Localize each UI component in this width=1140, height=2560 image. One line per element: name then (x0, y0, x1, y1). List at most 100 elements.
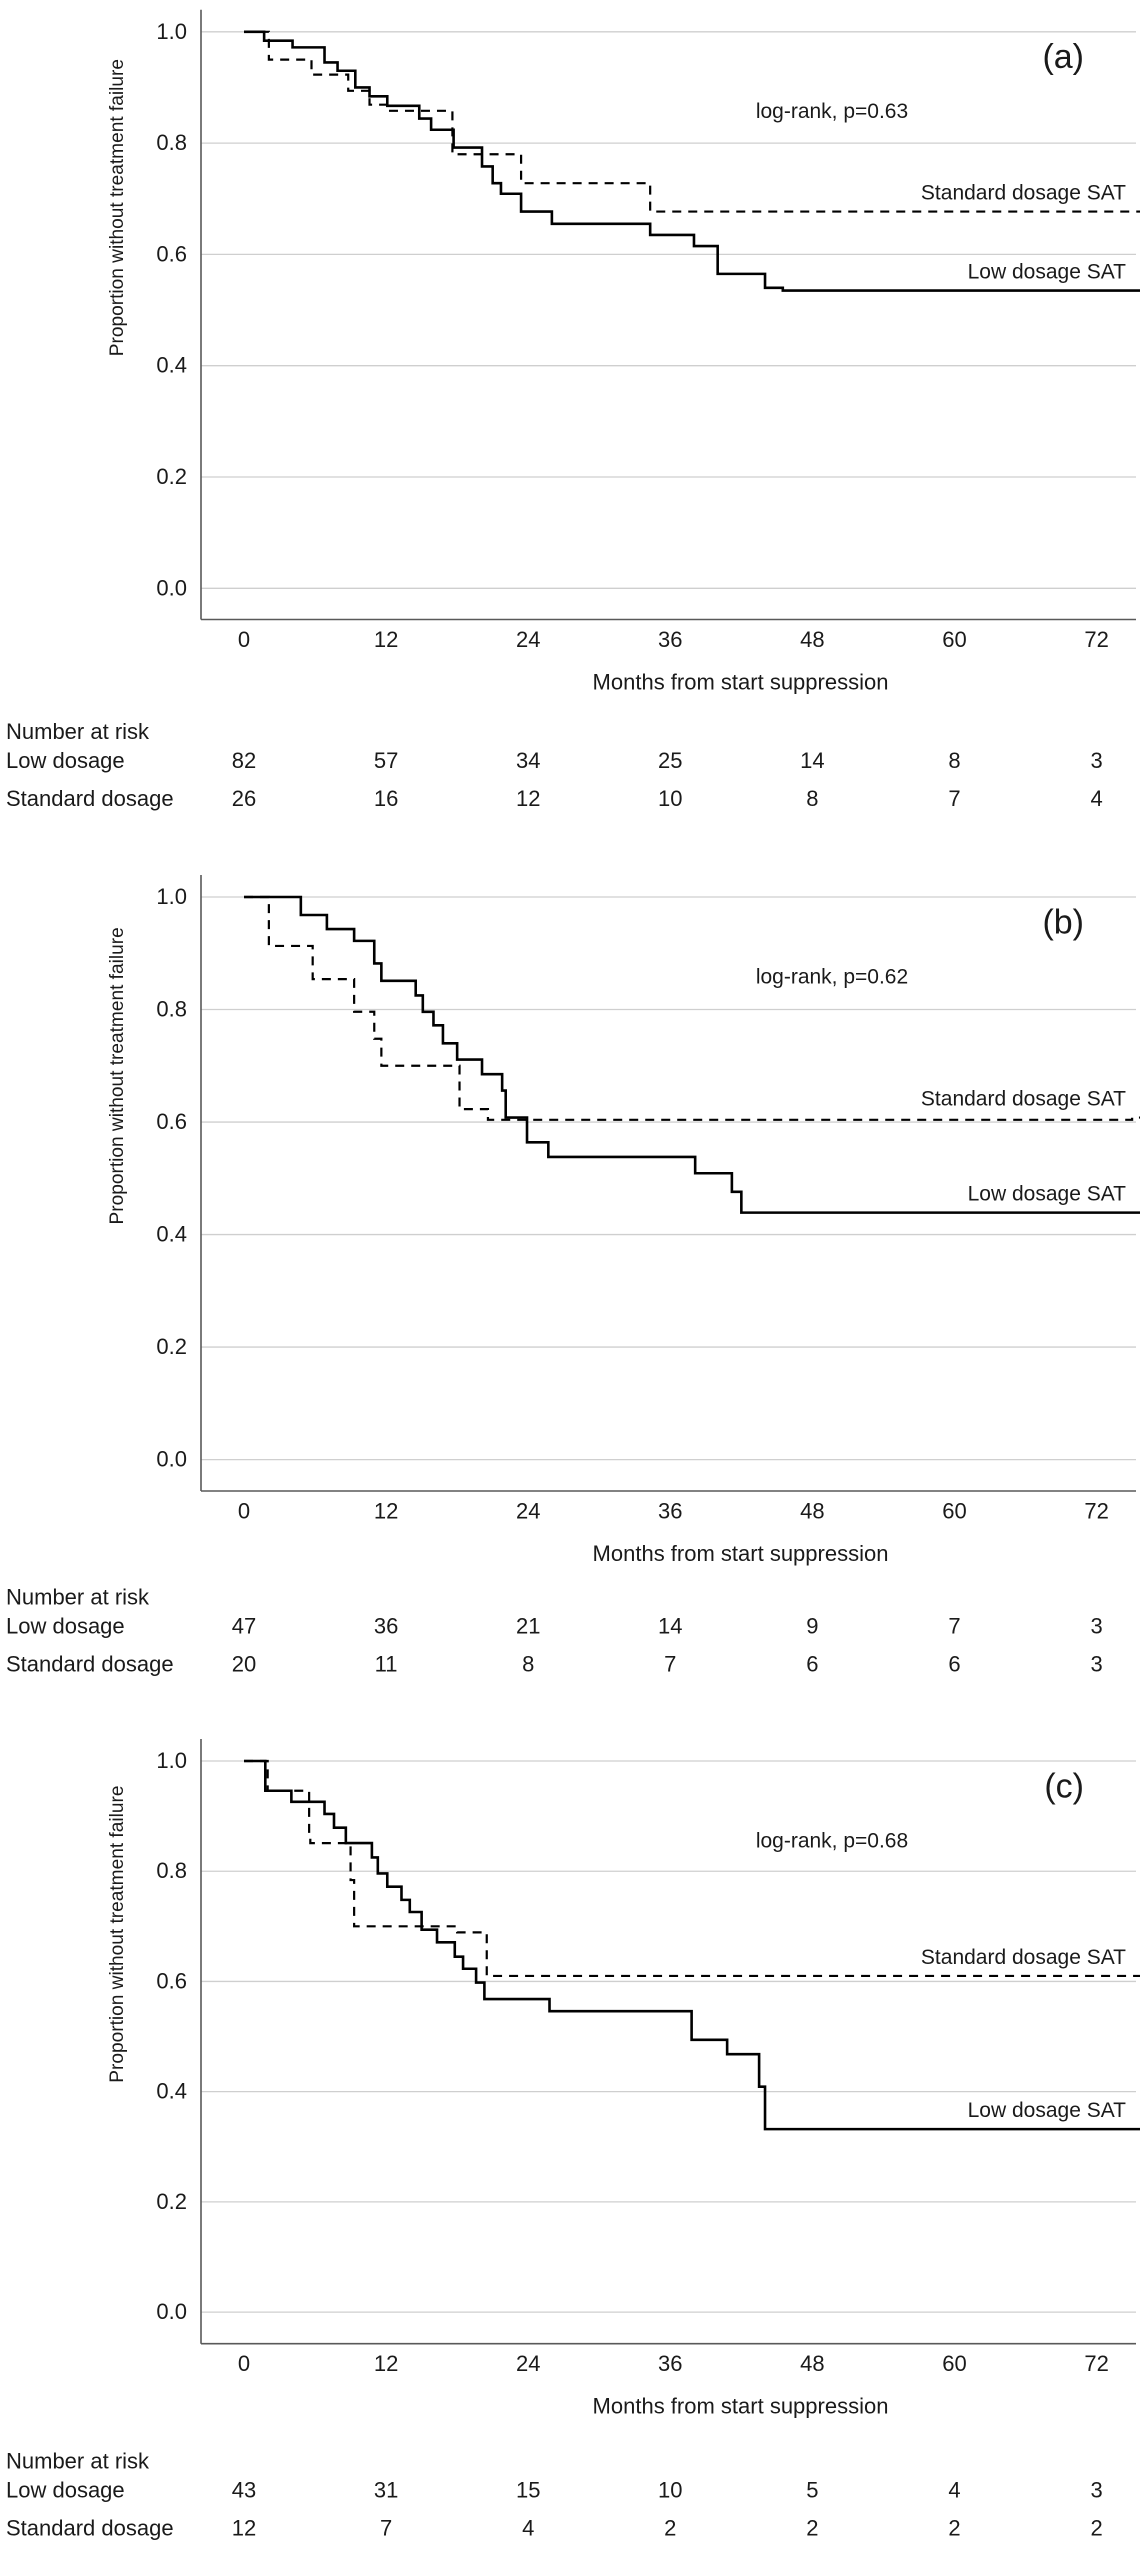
svg-text:10: 10 (658, 786, 682, 811)
svg-text:9: 9 (806, 1614, 818, 1639)
svg-text:0.2: 0.2 (156, 464, 187, 489)
svg-text:Proportion without treatment f: Proportion without treatment failure (107, 59, 128, 356)
svg-text:25: 25 (658, 748, 682, 773)
svg-text:Standard dosage: Standard dosage (6, 2516, 174, 2541)
svg-text:8: 8 (806, 786, 818, 811)
svg-text:0.4: 0.4 (156, 2079, 187, 2104)
svg-text:0: 0 (238, 1499, 250, 1524)
svg-text:14: 14 (658, 1614, 682, 1639)
svg-text:0.0: 0.0 (156, 575, 187, 600)
svg-text:0.6: 0.6 (156, 1109, 187, 1134)
svg-text:57: 57 (374, 748, 398, 773)
svg-text:2: 2 (806, 2516, 818, 2541)
svg-text:48: 48 (800, 627, 824, 652)
svg-text:0.2: 0.2 (156, 2189, 187, 2214)
svg-text:Low dosage: Low dosage (6, 2478, 125, 2503)
svg-text:4: 4 (948, 2478, 960, 2503)
svg-text:(c): (c) (1044, 1768, 1084, 1806)
svg-text:0.8: 0.8 (156, 997, 187, 1022)
svg-text:(a): (a) (1042, 38, 1084, 76)
svg-text:10: 10 (658, 2478, 682, 2503)
svg-text:48: 48 (800, 2351, 824, 2376)
svg-text:Number at risk: Number at risk (6, 1585, 150, 1610)
svg-text:31: 31 (374, 2478, 398, 2503)
svg-text:Number at risk: Number at risk (6, 719, 150, 744)
svg-text:Months from start suppression: Months from start suppression (593, 2394, 889, 2419)
svg-text:48: 48 (800, 1499, 824, 1524)
svg-text:0.8: 0.8 (156, 130, 187, 155)
svg-text:15: 15 (516, 2478, 540, 2503)
svg-text:(b): (b) (1042, 904, 1084, 942)
svg-text:1.0: 1.0 (156, 19, 187, 44)
svg-text:3: 3 (1090, 748, 1102, 773)
svg-text:Number at risk: Number at risk (6, 2449, 150, 2474)
svg-text:Low dosage SAT: Low dosage SAT (968, 1183, 1127, 1206)
svg-text:Proportion without treatment f: Proportion without treatment failure (107, 927, 128, 1224)
svg-text:12: 12 (374, 2351, 398, 2376)
svg-text:3: 3 (1090, 2478, 1102, 2503)
svg-text:0: 0 (238, 2351, 250, 2376)
svg-text:1.0: 1.0 (156, 1748, 187, 1773)
svg-text:34: 34 (516, 748, 540, 773)
svg-text:60: 60 (942, 2351, 966, 2376)
svg-text:3: 3 (1090, 1652, 1102, 1677)
svg-text:0.4: 0.4 (156, 353, 187, 378)
svg-text:Months from start suppression: Months from start suppression (593, 1541, 889, 1566)
svg-text:0.0: 0.0 (156, 1447, 187, 1472)
svg-text:Low dosage SAT: Low dosage SAT (968, 261, 1127, 284)
svg-text:6: 6 (948, 1652, 960, 1677)
svg-text:60: 60 (942, 627, 966, 652)
svg-text:0.0: 0.0 (156, 2299, 187, 2324)
svg-text:2: 2 (1090, 2516, 1102, 2541)
svg-text:36: 36 (658, 627, 682, 652)
svg-text:26: 26 (232, 786, 256, 811)
svg-text:36: 36 (658, 2351, 682, 2376)
svg-text:21: 21 (516, 1614, 540, 1639)
svg-text:Standard dosage SAT: Standard dosage SAT (921, 1946, 1126, 1969)
svg-text:0.8: 0.8 (156, 1858, 187, 1883)
svg-text:12: 12 (232, 2516, 256, 2541)
svg-text:1.0: 1.0 (156, 884, 187, 909)
svg-text:Low dosage: Low dosage (6, 748, 125, 773)
svg-text:Standard dosage: Standard dosage (6, 1652, 174, 1677)
svg-text:2: 2 (664, 2516, 676, 2541)
svg-text:Proportion without treatment f: Proportion without treatment failure (107, 1786, 128, 2083)
svg-text:6: 6 (806, 1652, 818, 1677)
svg-text:4: 4 (1090, 786, 1102, 811)
svg-text:7: 7 (948, 1614, 960, 1639)
svg-text:Low dosage: Low dosage (6, 1614, 125, 1639)
svg-text:12: 12 (516, 786, 540, 811)
svg-text:14: 14 (800, 748, 824, 773)
svg-text:0: 0 (238, 627, 250, 652)
svg-text:log-rank, p=0.68: log-rank, p=0.68 (756, 1830, 908, 1853)
svg-text:24: 24 (516, 2351, 540, 2376)
svg-text:12: 12 (374, 1499, 398, 1524)
svg-text:8: 8 (948, 748, 960, 773)
svg-text:Standard dosage SAT: Standard dosage SAT (921, 1088, 1126, 1111)
svg-text:0.2: 0.2 (156, 1334, 187, 1359)
svg-text:24: 24 (516, 1499, 540, 1524)
svg-text:4: 4 (522, 2516, 534, 2541)
svg-text:0.4: 0.4 (156, 1222, 187, 1247)
svg-text:Standard dosage: Standard dosage (6, 786, 174, 811)
svg-text:36: 36 (374, 1614, 398, 1639)
svg-text:2: 2 (948, 2516, 960, 2541)
svg-text:36: 36 (658, 1499, 682, 1524)
svg-text:Standard dosage SAT: Standard dosage SAT (921, 182, 1126, 205)
svg-text:82: 82 (232, 748, 256, 773)
svg-text:16: 16 (374, 786, 398, 811)
svg-text:11: 11 (375, 1652, 398, 1677)
svg-text:5: 5 (806, 2478, 818, 2503)
svg-text:60: 60 (942, 1499, 966, 1524)
svg-text:7: 7 (664, 1652, 676, 1677)
svg-text:72: 72 (1084, 2351, 1108, 2376)
svg-text:0.6: 0.6 (156, 1968, 187, 1993)
svg-text:7: 7 (380, 2516, 392, 2541)
svg-text:43: 43 (232, 2478, 256, 2503)
svg-text:log-rank, p=0.62: log-rank, p=0.62 (756, 966, 908, 989)
svg-text:8: 8 (522, 1652, 534, 1677)
svg-text:Months from start suppression: Months from start suppression (593, 670, 889, 695)
svg-text:0.6: 0.6 (156, 241, 187, 266)
svg-text:7: 7 (948, 786, 960, 811)
svg-text:72: 72 (1084, 1499, 1108, 1524)
